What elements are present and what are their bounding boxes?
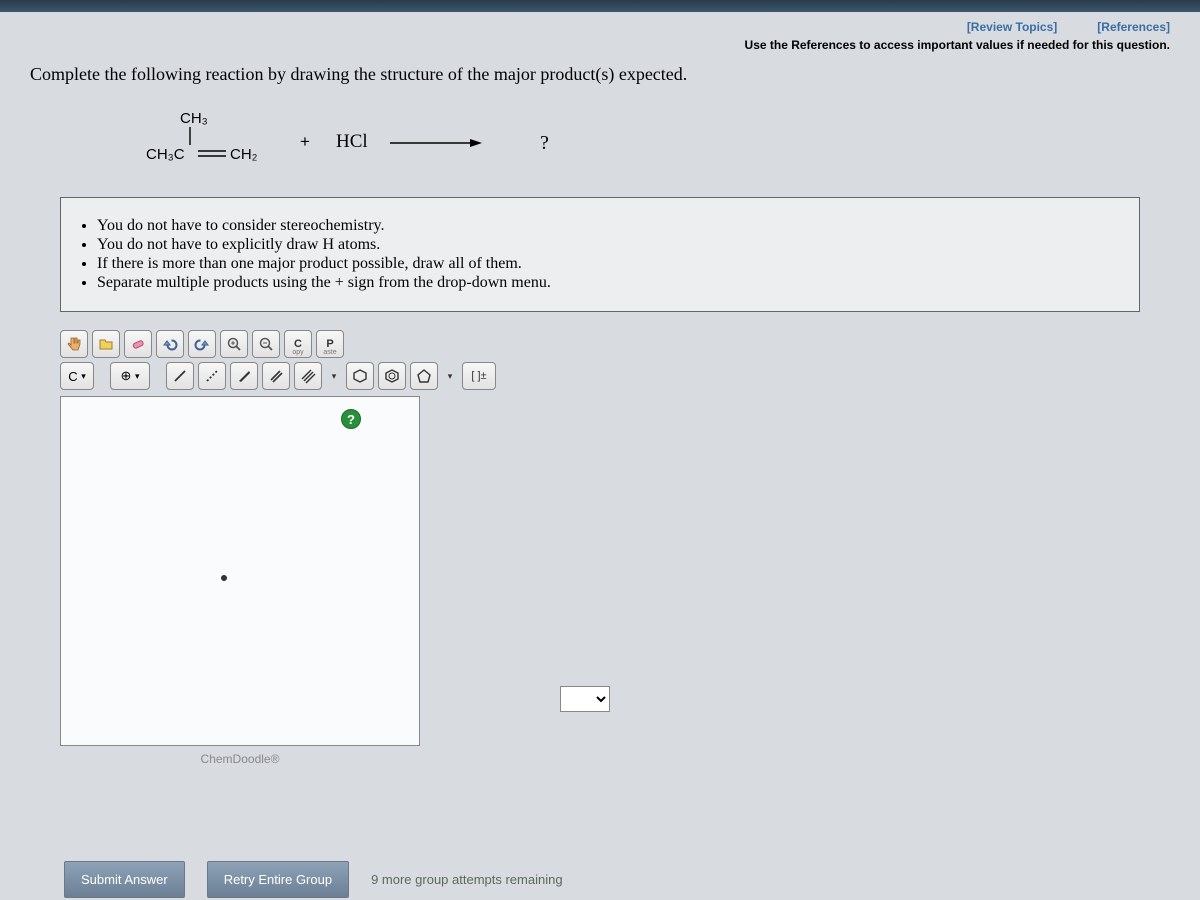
toolbar-row-1: Copy Paste	[60, 328, 620, 360]
reaction-arrow-head	[470, 139, 482, 147]
review-topics-link[interactable]: [Review Topics]	[967, 20, 1057, 34]
retry-group-button[interactable]: Retry Entire Group	[207, 861, 349, 898]
pentagon-ring-icon[interactable]	[410, 362, 438, 390]
drawing-canvas[interactable]: ?	[60, 396, 420, 746]
copy-button[interactable]: Copy	[284, 330, 312, 358]
instruction-item: Separate multiple products using the + s…	[97, 274, 1125, 292]
open-tool-icon[interactable]	[92, 330, 120, 358]
benzene-ring-icon[interactable]	[378, 362, 406, 390]
help-button[interactable]: ?	[341, 409, 361, 429]
attempts-remaining: 9 more group attempts remaining	[371, 872, 562, 887]
reactant-left: CH₃C	[146, 146, 185, 163]
single-bond-icon[interactable]	[166, 362, 194, 390]
header-links: [Review Topics] [References]	[0, 12, 1200, 36]
hand-tool-icon[interactable]	[60, 330, 88, 358]
footer-bar: Submit Answer Retry Entire Group 9 more …	[64, 861, 563, 898]
dashed-bond-icon[interactable]	[198, 362, 226, 390]
instruction-item: If there is more than one major product …	[97, 255, 1125, 273]
paste-button[interactable]: Paste	[316, 330, 344, 358]
hexagon-ring-icon[interactable]	[346, 362, 374, 390]
zoom-in-tool-icon[interactable]	[220, 330, 248, 358]
instructions-box: You do not have to consider stereochemis…	[60, 197, 1140, 312]
eraser-tool-icon[interactable]	[124, 330, 152, 358]
product-separator-select[interactable]	[560, 686, 610, 712]
instruction-item: You do not have to explicitly draw H ato…	[97, 236, 1125, 254]
references-link[interactable]: [References]	[1097, 20, 1170, 34]
reaction-equation: CH₃ CH₃C CH₂ + HCl ?	[0, 97, 1200, 187]
question-prompt: Complete the following reaction by drawi…	[0, 60, 1200, 97]
element-c-button[interactable]: C ▾	[60, 362, 94, 390]
bond-dropdown-icon[interactable]: ▾	[326, 362, 342, 390]
window-top-bar	[0, 0, 1200, 12]
charge-button[interactable]: ⊕ ▾	[110, 362, 150, 390]
reactant-ch3-top: CH₃	[180, 110, 208, 127]
chemdoodle-editor: Copy Paste C ▾ ⊕ ▾ ▾ ▾ [ ]± ? ChemDoodle…	[60, 328, 620, 766]
reagent-hcl: HCl	[336, 131, 368, 152]
reactant-right: CH₂	[230, 146, 258, 163]
expand-button[interactable]: [ ]±	[462, 362, 496, 390]
double-bond-icon[interactable]	[262, 362, 290, 390]
triple-bond-icon[interactable]	[294, 362, 322, 390]
submit-answer-button[interactable]: Submit Answer	[64, 861, 185, 898]
redo-tool-icon[interactable]	[188, 330, 216, 358]
references-hint: Use the References to access important v…	[0, 36, 1200, 60]
instruction-item: You do not have to consider stereochemis…	[97, 217, 1125, 235]
product-unknown: ?	[540, 132, 549, 154]
canvas-dot	[221, 575, 227, 581]
plus-sign: +	[300, 132, 310, 151]
wedge-up-icon[interactable]	[230, 362, 258, 390]
zoom-out-tool-icon[interactable]	[252, 330, 280, 358]
toolbar-row-2: C ▾ ⊕ ▾ ▾ ▾ [ ]±	[60, 360, 620, 392]
chemdoodle-brand: ChemDoodle®	[60, 746, 420, 766]
undo-tool-icon[interactable]	[156, 330, 184, 358]
ring-dropdown-icon[interactable]: ▾	[442, 362, 458, 390]
